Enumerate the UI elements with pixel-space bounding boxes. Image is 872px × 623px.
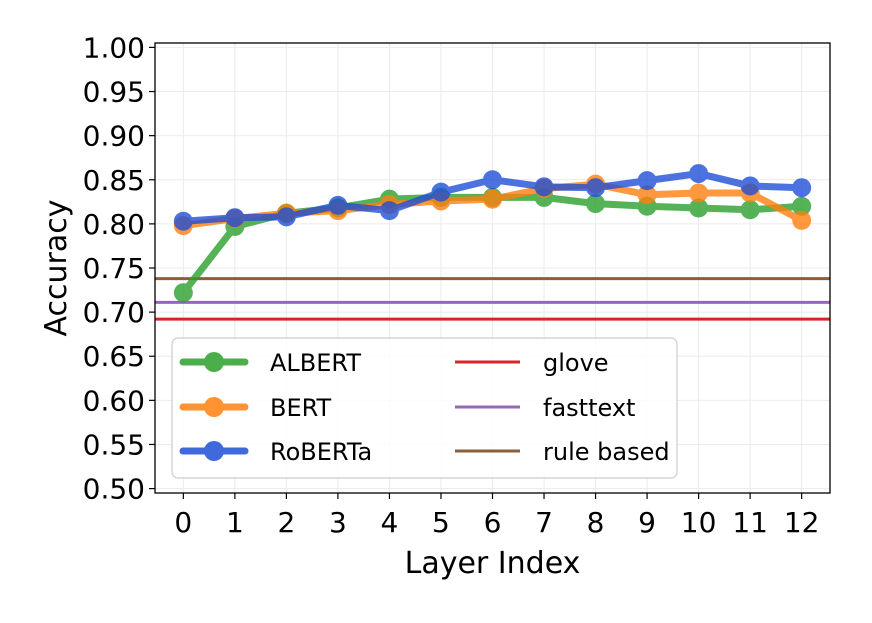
x-tick-label: 8	[587, 506, 605, 539]
data-point	[689, 198, 709, 218]
baseline-lines	[155, 277, 830, 321]
y-tick-label: 0.80	[83, 208, 145, 241]
x-tick-label: 6	[484, 506, 502, 539]
x-tick-label: 7	[535, 506, 553, 539]
x-axis-ticks: 0 1 2 3 4 5 6 7 8 9 10 11 12	[174, 493, 819, 539]
y-tick-label: 1.00	[83, 31, 145, 64]
data-point	[431, 182, 451, 202]
y-tick-label: 0.65	[83, 340, 145, 373]
legend-label: glove	[543, 349, 609, 377]
legend-label: rule based	[543, 438, 670, 466]
x-tick-label: 5	[432, 506, 450, 539]
y-tick-label: 0.60	[83, 384, 145, 417]
y-tick-label: 0.90	[83, 120, 145, 153]
legend-label: RoBERTa	[270, 438, 372, 466]
y-tick-label: 0.50	[83, 473, 145, 506]
x-axis-title: Layer Index	[405, 546, 581, 581]
x-tick-label: 2	[277, 506, 295, 539]
legend-item-bert	[179, 397, 249, 417]
x-tick-label: 9	[638, 506, 656, 539]
data-point	[173, 283, 193, 303]
legend-swatch-marker	[204, 352, 224, 372]
data-point	[792, 210, 812, 230]
legend-item-albert	[179, 352, 249, 372]
data-point	[173, 211, 193, 231]
legend: ALBERT BERT RoBERTa glove fasttext rule based	[171, 337, 678, 479]
series-roberta	[173, 164, 812, 231]
legend-box	[171, 337, 678, 479]
data-point	[586, 178, 606, 198]
y-axis-title: Accuracy	[39, 200, 74, 337]
series-lines	[173, 164, 812, 303]
x-tick-label: 3	[329, 506, 347, 539]
x-tick-label: 10	[681, 506, 717, 539]
legend-label: BERT	[270, 394, 332, 422]
data-point	[483, 189, 502, 209]
x-tick-label: 0	[174, 506, 192, 539]
y-tick-label: 0.75	[83, 252, 145, 285]
data-point	[637, 185, 657, 205]
x-tick-label: 12	[784, 506, 820, 539]
data-point	[586, 194, 606, 214]
legend-swatch-marker	[204, 397, 224, 417]
legend-items: ALBERT BERT RoBERTa glove fasttext rule based	[179, 349, 670, 466]
data-point	[483, 170, 502, 190]
data-point	[225, 208, 245, 228]
data-point	[689, 183, 709, 203]
data-point	[689, 164, 709, 184]
y-tick-label: 0.70	[83, 296, 145, 329]
legend-label: ALBERT	[270, 349, 361, 377]
x-tick-label: 4	[381, 506, 399, 539]
data-point	[379, 201, 399, 221]
y-tick-label: 0.55	[83, 428, 145, 461]
x-tick-label: 1	[226, 506, 244, 539]
data-point	[276, 207, 296, 227]
legend-swatch-marker	[204, 441, 224, 461]
legend-label: fasttext	[543, 394, 635, 422]
data-point	[637, 171, 657, 191]
y-tick-label: 0.95	[83, 76, 145, 109]
data-point	[740, 176, 760, 196]
data-point	[740, 200, 760, 220]
data-point	[328, 195, 348, 215]
legend-item-roberta	[179, 441, 249, 461]
data-point	[534, 177, 554, 197]
y-axis-ticks: 0.50 0.55 0.60 0.65 0.70 0.75 0.80 0.85 0.90 0.95…	[83, 31, 155, 506]
x-tick-label: 11	[732, 506, 768, 539]
data-point	[792, 196, 812, 216]
y-tick-label: 0.85	[83, 164, 145, 197]
data-point	[792, 178, 812, 198]
